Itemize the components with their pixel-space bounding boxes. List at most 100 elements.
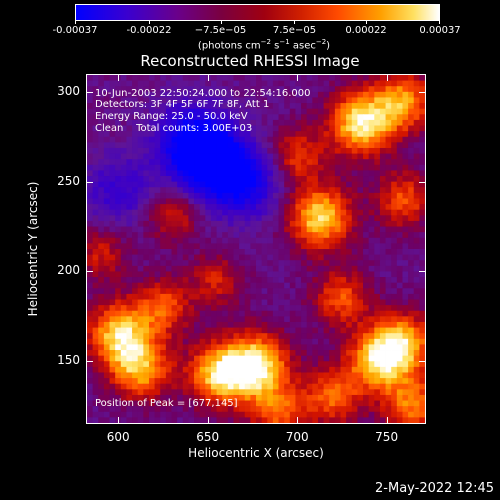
heatmap-cell <box>120 277 127 284</box>
heatmap-cell <box>385 310 392 317</box>
heatmap-cell <box>272 125 279 132</box>
heatmap-cell <box>396 282 403 289</box>
heatmap-cell <box>239 333 246 340</box>
heatmap-cell <box>295 249 302 256</box>
heatmap-cell <box>396 411 403 418</box>
heatmap-cell <box>109 355 116 362</box>
heatmap-cell <box>267 136 274 143</box>
heatmap-cell <box>177 198 184 205</box>
heatmap-cell <box>137 119 144 126</box>
heatmap-cell <box>301 378 308 385</box>
heatmap-cell <box>199 400 206 407</box>
heatmap-cell <box>385 108 392 115</box>
heatmap-cell <box>250 136 257 143</box>
heatmap-cell <box>216 80 223 87</box>
heatmap-cell <box>323 131 330 138</box>
heatmap-cell <box>278 170 285 177</box>
heatmap-cell <box>391 293 398 300</box>
heatmap-cell <box>143 181 150 188</box>
heatmap-cell <box>374 344 381 351</box>
heatmap-cell <box>272 153 279 160</box>
heatmap-cell <box>272 147 279 154</box>
heatmap-cell <box>244 372 251 379</box>
heatmap-cell <box>312 204 319 211</box>
heatmap-cell <box>413 265 420 272</box>
heatmap-cell <box>160 260 167 267</box>
heatmap-cell <box>385 198 392 205</box>
heatmap-cell <box>194 91 201 98</box>
heatmap-cell <box>351 282 358 289</box>
heatmap-cell <box>233 411 240 418</box>
heatmap-cell <box>261 254 268 261</box>
heatmap-cell <box>154 220 161 227</box>
heatmap-cell <box>210 153 217 160</box>
heatmap-cell <box>216 333 223 340</box>
heatmap-cell <box>244 114 251 121</box>
heatmap-cell <box>289 91 296 98</box>
heatmap-cell <box>103 209 110 216</box>
heatmap-cell <box>261 366 268 373</box>
heatmap-cell <box>137 288 144 295</box>
heatmap-cell <box>256 232 263 239</box>
heatmap-cell <box>120 355 127 362</box>
heatmap-cell <box>165 187 172 194</box>
heatmap-cell <box>210 75 217 82</box>
heatmap-cell <box>396 400 403 407</box>
heatmap-cell <box>244 198 251 205</box>
heatmap-cell <box>317 366 324 373</box>
heatmap-cell <box>317 321 324 328</box>
heatmap-cell <box>289 153 296 160</box>
heatmap-cell <box>295 417 302 423</box>
heatmap-cell <box>216 237 223 244</box>
heatmap-cell <box>154 198 161 205</box>
heatmap-cell <box>143 310 150 317</box>
heatmap-cell <box>250 209 257 216</box>
heatmap-cell <box>357 170 364 177</box>
heatmap-cell <box>194 333 201 340</box>
heatmap-cell <box>278 147 285 154</box>
heatmap-cell <box>132 327 139 334</box>
heatmap-cell <box>278 232 285 239</box>
heatmap-cell <box>143 209 150 216</box>
heatmap-cell <box>227 80 234 87</box>
heatmap-cell <box>98 237 105 244</box>
heatmap-cell <box>171 125 178 132</box>
heatmap-cell <box>227 265 234 272</box>
heatmap-cell <box>222 260 229 267</box>
heatmap-cell <box>92 355 99 362</box>
heatmap-cell <box>329 232 336 239</box>
heatmap-cell <box>306 86 313 93</box>
heatmap-cell <box>126 310 133 317</box>
heatmap-cell <box>227 288 234 295</box>
heatmap-cell <box>222 159 229 166</box>
heatmap-cell <box>351 310 358 317</box>
heatmap-cell <box>357 232 364 239</box>
heatmap-cell <box>154 119 161 126</box>
heatmap-cell <box>385 86 392 93</box>
heatmap-cell <box>244 164 251 171</box>
heatmap-cell <box>109 164 116 171</box>
heatmap-cell <box>154 232 161 239</box>
heatmap-cell <box>205 142 212 149</box>
heatmap-cell <box>182 383 189 390</box>
heatmap-cell <box>396 75 403 82</box>
heatmap-cell <box>109 417 116 423</box>
heatmap-cell <box>346 366 353 373</box>
heatmap-cell <box>115 136 122 143</box>
heatmap-cell <box>374 327 381 334</box>
heatmap-cell <box>216 153 223 160</box>
heatmap-cell <box>261 181 268 188</box>
heatmap-cell <box>98 198 105 205</box>
heatmap-cell <box>160 220 167 227</box>
heatmap-cell <box>210 417 217 423</box>
heatmap-cell <box>379 192 386 199</box>
heatmap-cell <box>227 86 234 93</box>
heatmap-cell <box>419 417 425 423</box>
heatmap-cell <box>346 125 353 132</box>
heatmap-cell <box>132 103 139 110</box>
heatmap-cell <box>261 249 268 256</box>
heatmap-cell <box>188 265 195 272</box>
heatmap-cell <box>413 131 420 138</box>
heatmap-cell <box>205 299 212 306</box>
heatmap-cell <box>267 288 274 295</box>
